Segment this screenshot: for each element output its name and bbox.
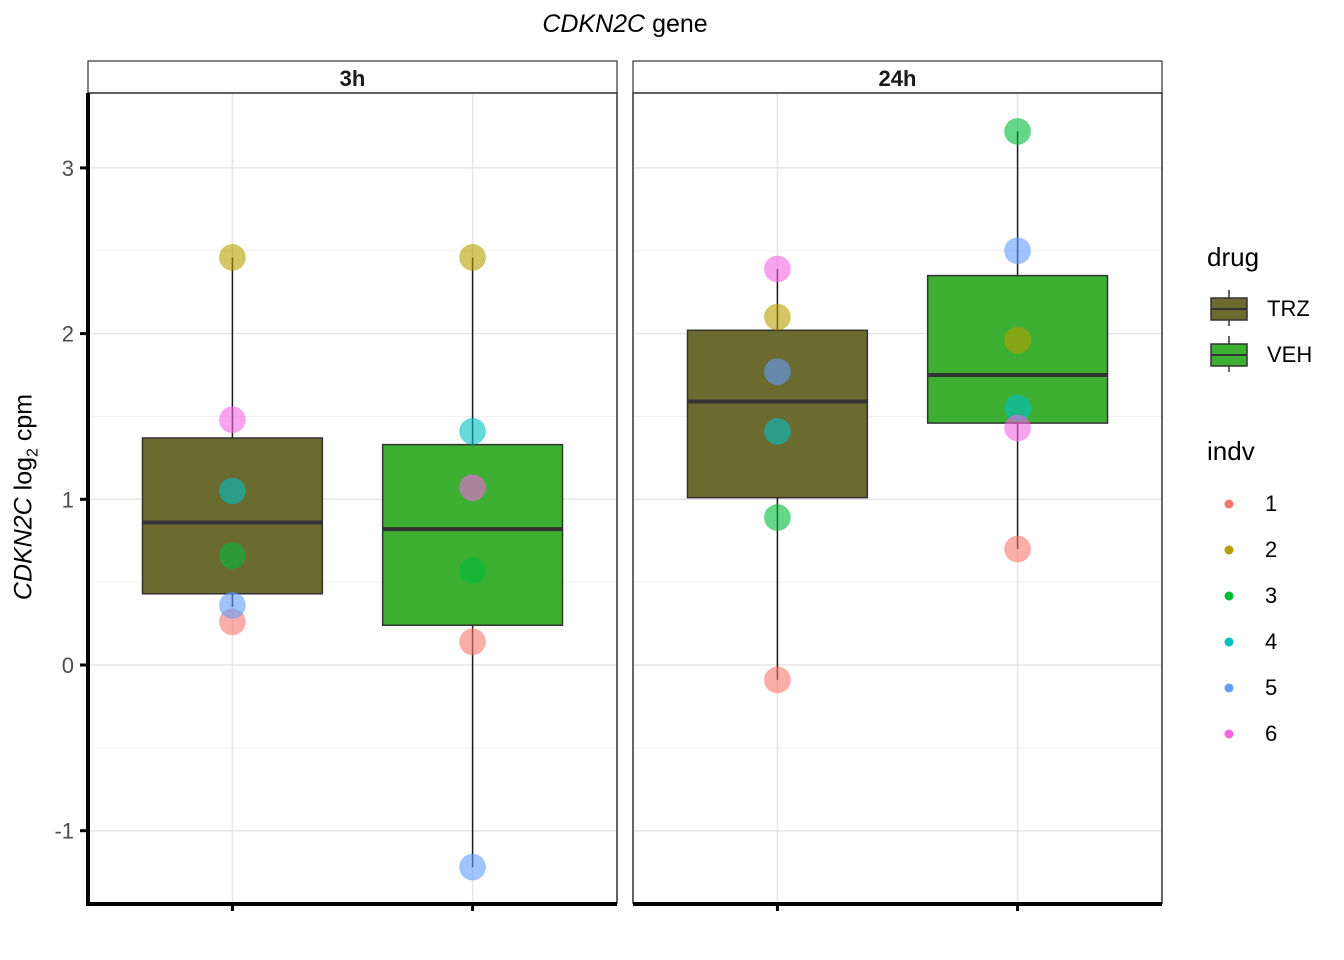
indv-legend-label: 6 <box>1265 721 1278 746</box>
indv-legend-title: indv <box>1207 436 1255 466</box>
indv-legend-label: 5 <box>1265 675 1278 700</box>
data-point-indv-6 <box>763 255 791 283</box>
drug-legend-key <box>1210 336 1248 372</box>
box-trz <box>141 437 324 595</box>
data-point-indv-3 <box>218 542 246 570</box>
data-point-indv-5 <box>763 358 791 386</box>
box-trz <box>686 329 869 499</box>
indv-legend-label: 1 <box>1265 491 1278 516</box>
indv-legend-item: 5 <box>1207 670 1337 710</box>
chart-title: CDKN2C gene <box>0 10 1250 39</box>
data-point-indv-1 <box>1004 535 1032 563</box>
indv-legend-item: 1 <box>1207 486 1337 526</box>
data-point-indv-6 <box>1004 414 1032 442</box>
data-point-indv-2 <box>763 303 791 331</box>
drug-legend-item: TRZ <box>1207 288 1337 328</box>
data-point-indv-2 <box>459 243 487 271</box>
indv-legend-key <box>1224 683 1234 693</box>
y-tick-label: 0 <box>62 653 74 678</box>
data-point-indv-5 <box>459 853 487 881</box>
data-point-indv-1 <box>459 628 487 656</box>
indv-legend-label: 4 <box>1265 629 1278 654</box>
facet-label: 24h <box>879 66 917 91</box>
data-point-indv-3 <box>1004 117 1032 145</box>
data-point-indv-4 <box>218 477 246 505</box>
indv-legend-key <box>1224 637 1234 647</box>
data-point-indv-5 <box>218 591 246 619</box>
indv-legend-key <box>1224 499 1234 509</box>
data-point-indv-4 <box>459 417 487 445</box>
data-point-indv-2 <box>218 243 246 271</box>
data-point-indv-1 <box>763 666 791 694</box>
facet-label: 3h <box>340 66 366 91</box>
y-tick-label: -1 <box>54 819 74 844</box>
drug-legend-label: TRZ <box>1267 296 1310 321</box>
title-gene: CDKN2C <box>542 10 646 38</box>
indv-legend-key <box>1224 729 1234 739</box>
drug-legend-item: VEH <box>1207 334 1337 374</box>
data-point-indv-3 <box>459 557 487 585</box>
y-tick-label: 3 <box>62 156 74 181</box>
box-veh <box>381 443 564 626</box>
data-point-indv-6 <box>218 406 246 434</box>
y-tick-label: 1 <box>62 487 74 512</box>
indv-legend-label: 2 <box>1265 537 1278 562</box>
indv-legend-item: 2 <box>1207 532 1337 572</box>
data-point-indv-2 <box>1004 326 1032 354</box>
drug-legend-key <box>1210 290 1248 326</box>
data-point-indv-5 <box>1004 237 1032 265</box>
title-suffix: gene <box>652 10 708 38</box>
facet-strip <box>87 60 618 94</box>
indv-legend-key <box>1224 545 1234 555</box>
data-point-indv-3 <box>763 504 791 532</box>
drug-legend-title: drug <box>1207 242 1260 272</box>
indv-legend-item: 6 <box>1207 716 1337 756</box>
indv-legend-item: 3 <box>1207 578 1337 618</box>
indv-legend: indv 1 2 3 4 5 6 <box>1207 436 1277 746</box>
y-tick-label: 2 <box>62 322 74 347</box>
indv-legend-label: 3 <box>1265 583 1278 608</box>
drug-legend-label: VEH <box>1267 342 1313 367</box>
data-point-indv-6 <box>459 474 487 502</box>
indv-legend-key <box>1224 591 1234 601</box>
data-point-indv-4 <box>763 417 791 445</box>
drug-legend: drug TRZ VEH <box>1207 242 1312 372</box>
indv-legend-item: 4 <box>1207 624 1337 664</box>
